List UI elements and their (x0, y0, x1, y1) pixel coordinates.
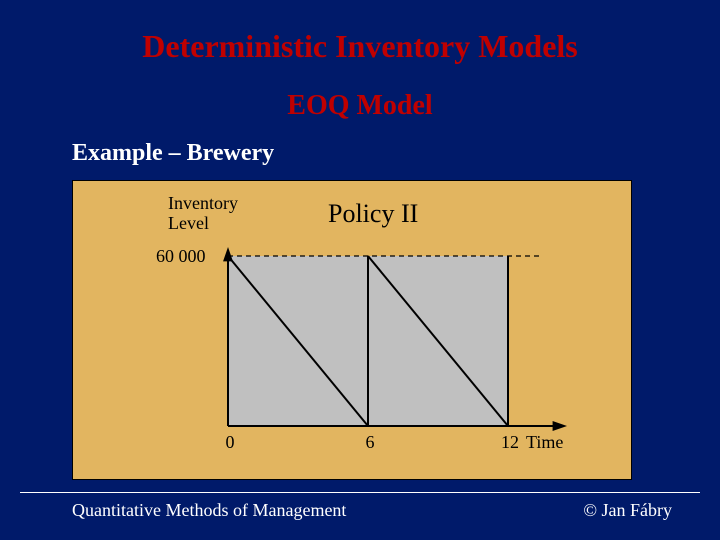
slide-subtitle: EOQ Model (0, 90, 720, 122)
footer-divider (20, 492, 700, 493)
footer-right-text: © Jan Fábry (583, 500, 672, 521)
inventory-chart (218, 241, 578, 441)
y-axis-label-line2: Level (168, 213, 209, 234)
slide-title: Deterministic Inventory Models (0, 28, 720, 65)
slide: Deterministic Inventory Models EOQ Model… (0, 0, 720, 540)
x-tick-1: 6 (358, 432, 382, 453)
x-tick-0: 0 (218, 432, 242, 453)
footer-left-text: Quantitative Methods of Management (72, 500, 346, 521)
x-tick-2: 12 (498, 432, 522, 453)
y-axis-label-line1: Inventory (168, 193, 238, 214)
policy-label: Policy II (328, 199, 418, 229)
x-axis-label: Time (526, 432, 563, 453)
example-heading: Example – Brewery (72, 140, 274, 167)
chart-panel: Inventory Level Policy II 60 000 0 6 12 … (72, 180, 632, 480)
y-tick-label: 60 000 (156, 246, 206, 267)
